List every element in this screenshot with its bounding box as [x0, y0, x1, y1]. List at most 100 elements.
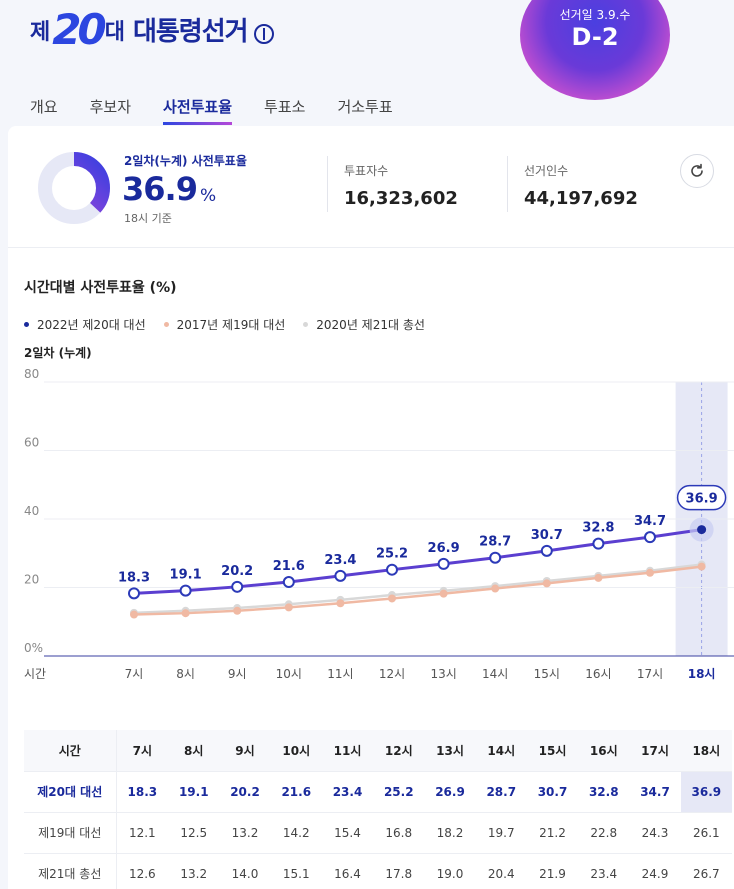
legend-label: 2020년 제21대 총선: [316, 318, 425, 332]
data-point: [437, 557, 450, 570]
data-label: 34.7: [634, 514, 666, 529]
data-point: [592, 537, 605, 550]
tab-item[interactable]: 사전투표율: [163, 96, 233, 125]
x-tick-label: 18시: [688, 667, 716, 681]
page-header: 제 20 대 대통령선거 선거일 3.9.수 D-2 개요 후보자 사전투표율 투표소…: [0, 0, 734, 125]
tab-item[interactable]: 후보자: [89, 98, 132, 116]
voters-label: 투표자수: [344, 164, 389, 178]
data-point: [181, 609, 190, 618]
x-tick-label: 12시: [379, 667, 405, 681]
turnout-value: 36.9: [122, 170, 198, 208]
tab-item[interactable]: 투표소: [264, 98, 306, 116]
election-logo[interactable]: 제 20 대 대통령선거: [30, 5, 274, 54]
data-label: 21.6: [273, 559, 305, 574]
legend-item[interactable]: 2022년 제20대 대선: [24, 316, 146, 333]
legend-dot-icon: [163, 322, 169, 327]
data-point: [386, 563, 398, 576]
table-cell: 18.2: [424, 812, 476, 854]
table-header-cell: 16시: [578, 730, 630, 772]
table-cell: 17.8: [373, 853, 425, 889]
data-label: 19.1: [170, 568, 202, 583]
data-point: [284, 603, 293, 612]
data-label: 25.2: [376, 547, 408, 562]
y-tick-label: 0%: [24, 641, 43, 655]
y-tick-label: 80: [24, 367, 39, 381]
legend-item[interactable]: 2020년 제21대 총선: [303, 316, 425, 333]
day-label: 2일차 (누계): [24, 346, 92, 360]
election-date: 선거일 3.9.수: [559, 8, 631, 22]
table-cell: 15.1: [270, 853, 322, 889]
table-cell: 32.8: [578, 771, 630, 813]
logo-number: 20: [52, 5, 106, 54]
table-cell: 26.9: [424, 771, 476, 813]
x-tick-label: 9시: [228, 667, 247, 681]
table-header-cell: 18시: [680, 730, 732, 772]
chart-legend: 2022년 제20대 대선 2017년 제19대 대선 2020년 제21대 총선: [24, 316, 425, 333]
table-cell: 23.4: [321, 771, 374, 813]
table-cell: 16.8: [373, 812, 425, 854]
electors-value: 44,197,692: [524, 188, 638, 209]
table-header-cell: 14시: [475, 730, 527, 772]
data-point: [282, 576, 295, 589]
table-cell: 34.7: [629, 771, 681, 813]
table-header-cell: 시간: [24, 730, 117, 772]
x-axis-label: 시간: [24, 667, 46, 681]
refresh-button[interactable]: [680, 154, 714, 188]
x-tick-label: 16시: [585, 667, 611, 681]
x-tick-label: 10시: [276, 667, 302, 681]
table-row: 제21대 총선 12.6 13.2 14.0 15.1 16.4 17.8 19.0 20.4 2…: [24, 853, 732, 889]
legend-item[interactable]: 2017년 제19대 대선: [163, 316, 286, 333]
table-header-row: 시간 7시 8시 9시 10시 11시 12시 13시 14시 15시 16시 17시 18시: [24, 730, 732, 772]
series-line: [133, 563, 702, 615]
turnout-time: 18시 기준: [124, 212, 172, 225]
table-header-cell: 11시: [321, 730, 374, 772]
x-tick-label: 14시: [482, 667, 508, 681]
table-cell: 22.8: [578, 812, 630, 854]
table-cell: 26.7: [680, 853, 732, 889]
data-point: [540, 544, 553, 557]
data-point: [233, 606, 242, 615]
table-cell: 14.0: [219, 853, 271, 889]
table-cell: 12.6: [116, 853, 169, 889]
table-header-cell: 17시: [629, 730, 681, 772]
table-cell: 25.2: [373, 771, 425, 813]
data-point: [334, 569, 347, 582]
data-label: 26.9: [428, 541, 460, 556]
table-cell: 21.6: [270, 771, 322, 813]
data-point: [594, 573, 603, 582]
refresh-icon: [691, 163, 703, 177]
y-tick-label: 20: [24, 573, 39, 587]
table-cell: 14.2: [270, 812, 322, 854]
data-point: [697, 525, 707, 535]
data-point: [542, 579, 551, 588]
table-cell: 26.1: [680, 812, 732, 854]
data-point: [388, 594, 396, 603]
data-point: [646, 568, 654, 577]
turnout-donut: [38, 152, 110, 224]
table-header-cell: 8시: [168, 730, 220, 772]
table-header-cell: 13시: [424, 730, 476, 772]
table-header-cell: 9시: [219, 730, 271, 772]
table-row: 제20대 대선 18.3 19.1 20.2 21.6 23.4 25.2 26.9 28.7 3…: [24, 771, 732, 813]
table-cell: 20.4: [475, 853, 527, 889]
table-cell: 20.2: [219, 771, 271, 813]
table-cell: 15.4: [321, 812, 374, 854]
logo-prefix: 제: [30, 20, 51, 45]
table-header-cell: 15시: [526, 730, 579, 772]
table-cell: 30.7: [526, 771, 579, 813]
tab-item[interactable]: 개요: [30, 98, 58, 116]
legend-label: 2022년 제20대 대선: [37, 318, 146, 332]
data-label: 18.3: [118, 570, 150, 585]
tab-item[interactable]: 거소투표: [337, 98, 393, 116]
legend-label: 2017년 제19대 대선: [176, 318, 286, 332]
table-cell: 36.9: [680, 771, 732, 813]
table-row-label: 제21대 총선: [24, 853, 117, 889]
table-cell: 21.2: [526, 812, 579, 854]
series-line: [133, 528, 702, 595]
data-point: [489, 551, 502, 564]
tab-bar: 개요 후보자 사전투표율 투표소 거소투표: [30, 96, 425, 125]
data-point: [336, 599, 345, 608]
table-cell: 21.9: [526, 853, 579, 889]
table-cell: 19.0: [424, 853, 476, 889]
table-cell: 16.4: [321, 853, 374, 889]
